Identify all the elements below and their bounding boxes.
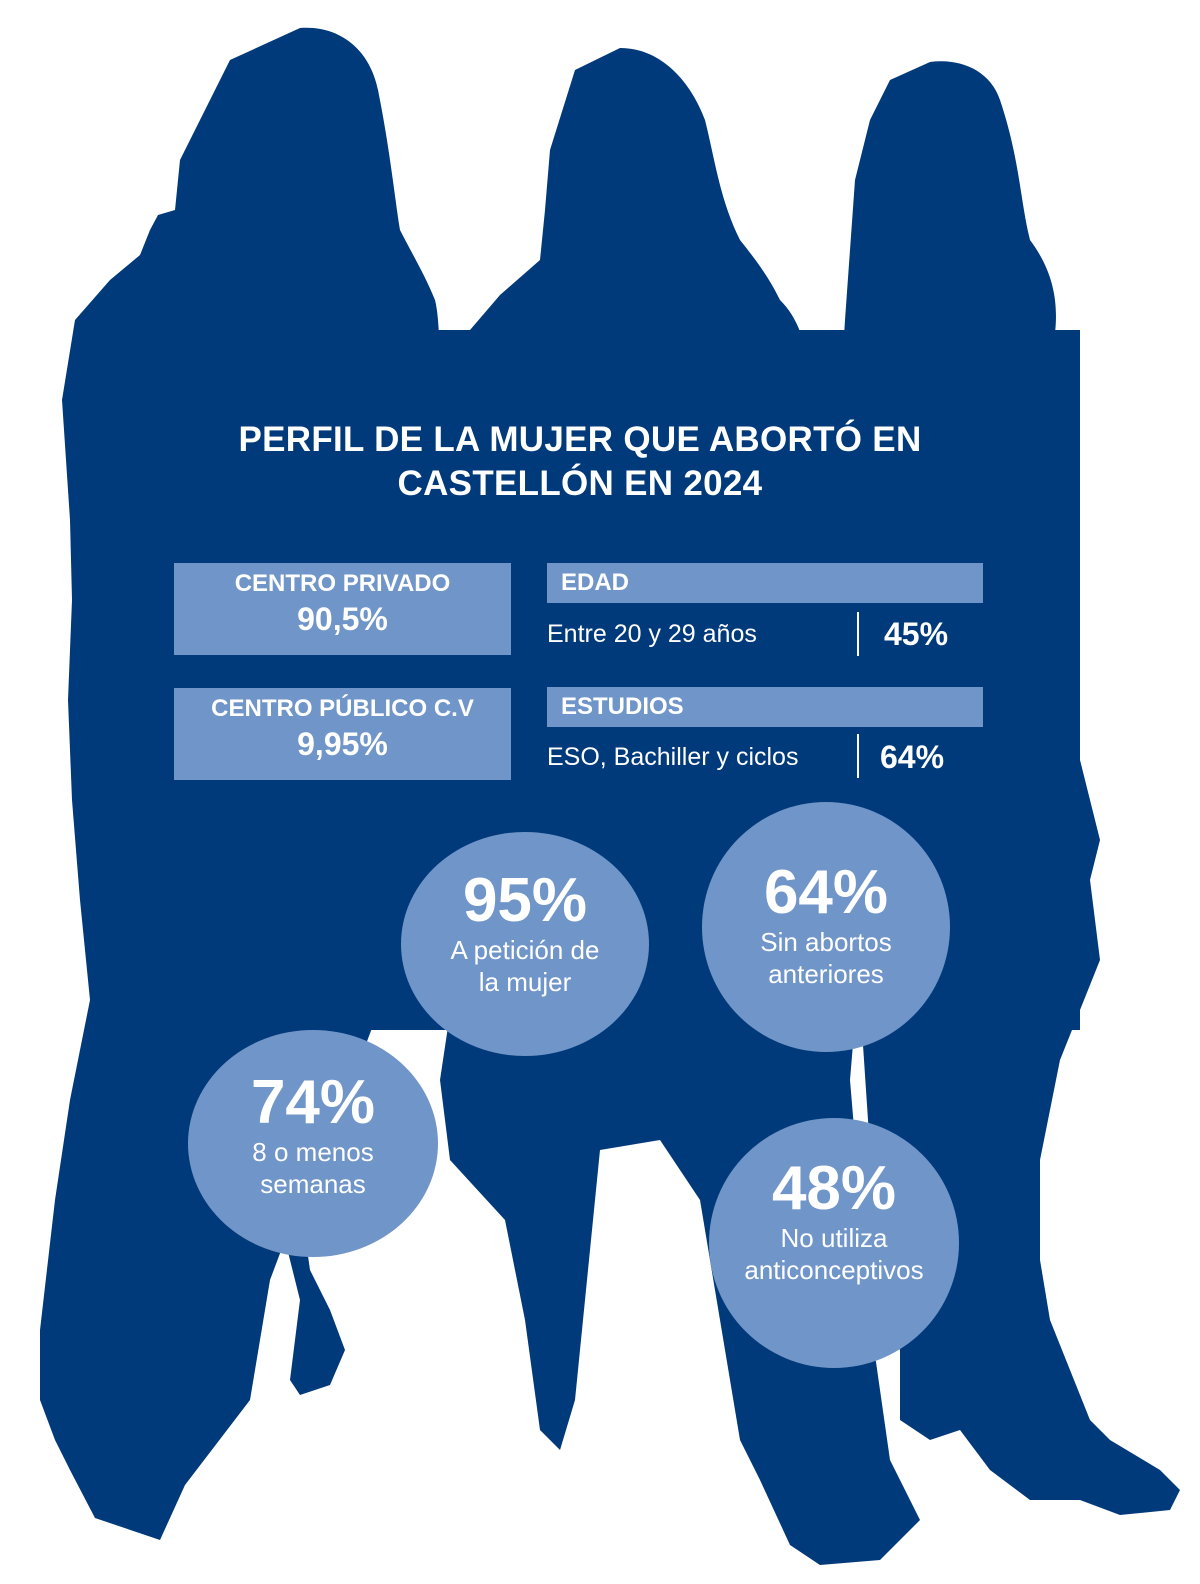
age-separator [857,612,859,656]
stat-desc-line1: Sin abortos [760,927,892,957]
age-description: Entre 20 y 29 años [547,620,757,648]
private-center-label: CENTRO PRIVADO [234,570,451,597]
public-center-label: CENTRO PÚBLICO C.V [211,695,474,722]
stat-desc-line2: anteriores [768,959,884,989]
title-line-2: CASTELLÓN EN 2024 [397,464,763,503]
stat-desc-line2: anticonceptivos [744,1255,924,1285]
studies-header: ESTUDIOS [547,687,983,727]
stat-desc-line1: 8 o menos [252,1137,374,1167]
title-line-1: PERFIL DE LA MUJER QUE ABORTÓ EN [238,420,922,459]
stat-circle-weeks: 74% 8 o menos semanas [188,1030,438,1257]
stat-value: 48% [771,1154,897,1223]
studies-description: ESO, Bachiller y ciclos [547,743,799,771]
stat-value: 64% [763,858,889,927]
studies-value: 64% [880,739,945,775]
stat-desc-line1: A petición de [450,935,600,965]
stat-circle-contraceptives: 48% No utiliza anticonceptivos [709,1118,959,1368]
stat-desc-line1: No utiliza [780,1223,888,1253]
public-center-value: 9,95% [297,726,388,762]
stat-circle-request: 95% A petición de la mujer [401,832,649,1056]
private-center-box: CENTRO PRIVADO 90,5% [174,563,511,655]
private-center-value: 90,5% [297,601,388,637]
public-center-box: CENTRO PÚBLICO C.V 9,95% [174,688,511,780]
stat-desc-line2: la mujer [478,967,572,997]
stat-circle-no-previous: 64% Sin abortos anteriores [702,802,950,1052]
age-value: 45% [884,616,949,652]
infographic-title: PERFIL DE LA MUJER QUE ABORTÓ EN CASTELL… [150,418,1010,506]
stat-desc-line2: semanas [260,1169,366,1199]
age-header: EDAD [547,563,983,603]
stat-value: 95% [462,866,588,935]
stat-value: 74% [250,1068,376,1137]
studies-separator [857,734,859,778]
